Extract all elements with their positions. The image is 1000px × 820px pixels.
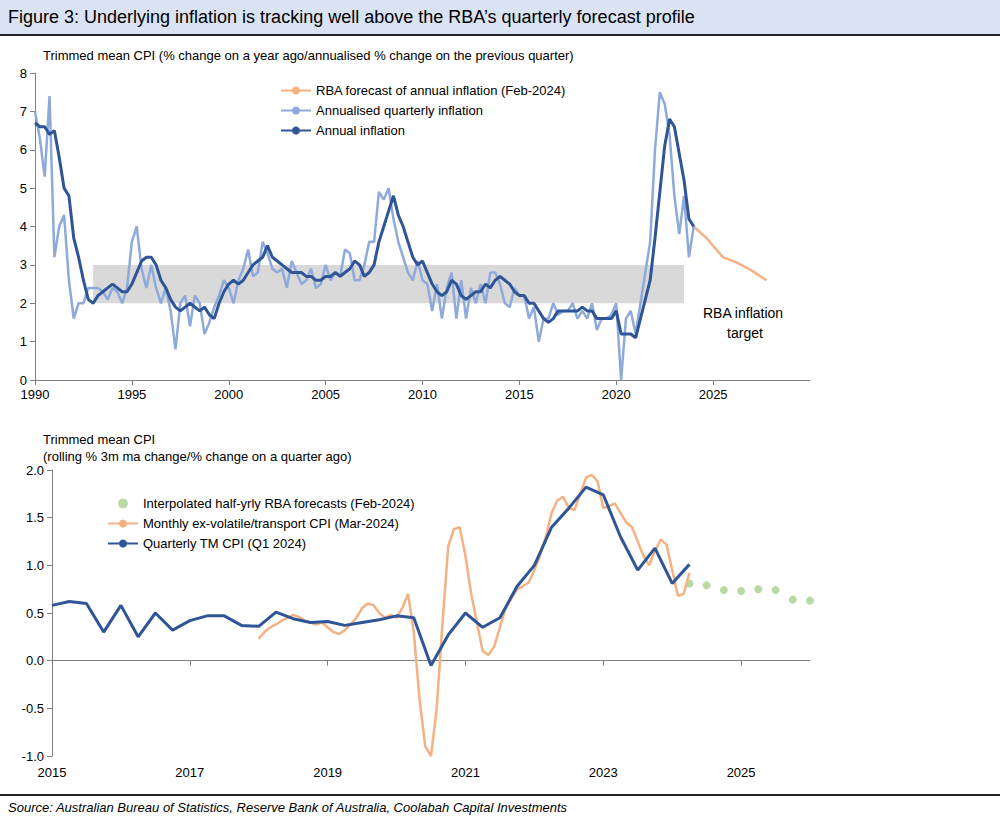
svg-text:RBA forecast of annual inflati: RBA forecast of annual inflation (Feb-20… <box>316 83 565 98</box>
svg-text:Quarterly TM CPI (Q1 2024): Quarterly TM CPI (Q1 2024) <box>143 536 306 551</box>
svg-text:2025: 2025 <box>699 387 728 402</box>
svg-text:5: 5 <box>20 181 27 196</box>
svg-text:1995: 1995 <box>117 387 146 402</box>
svg-text:2025: 2025 <box>727 765 756 780</box>
svg-text:2020: 2020 <box>602 387 631 402</box>
svg-text:6: 6 <box>20 142 27 157</box>
svg-text:Trimmed mean CPI (% change on: Trimmed mean CPI (% change on a year ago… <box>43 48 574 63</box>
svg-text:Annual inflation: Annual inflation <box>316 123 405 138</box>
svg-text:2000: 2000 <box>214 387 243 402</box>
svg-text:RBA inflation: RBA inflation <box>703 305 787 321</box>
svg-text:Interpolated half-yrly RBA for: Interpolated half-yrly RBA forecasts (Fe… <box>143 496 415 511</box>
svg-text:0.5: 0.5 <box>26 606 44 621</box>
svg-text:1: 1 <box>20 334 27 349</box>
svg-text:8: 8 <box>20 66 27 81</box>
svg-text:1.0: 1.0 <box>26 558 44 573</box>
html-text:Source: Australian Bureau of S: Source: Australian Bureau of Statistics,… <box>8 800 567 815</box>
svg-text:1990: 1990 <box>21 387 50 402</box>
svg-text:0: 0 <box>20 373 27 388</box>
svg-text:target: target <box>727 325 763 341</box>
svg-text:(rolling % 3m ma change/% chan: (rolling % 3m ma change/% change on a qu… <box>43 449 352 464</box>
svg-text:0.0: 0.0 <box>26 653 44 668</box>
svg-text:2010: 2010 <box>408 387 437 402</box>
svg-text:4: 4 <box>20 219 27 234</box>
svg-text:7: 7 <box>20 104 27 119</box>
html-text:Figure 3: Underlying inflation: Figure 3: Underlying inflation is tracki… <box>8 7 695 27</box>
svg-text:2: 2 <box>20 296 27 311</box>
svg-text:2021: 2021 <box>451 765 480 780</box>
svg-text:2.0: 2.0 <box>26 463 44 478</box>
svg-text:2015: 2015 <box>38 765 67 780</box>
svg-text:1.5: 1.5 <box>26 510 44 525</box>
svg-text:2019: 2019 <box>313 765 342 780</box>
svg-text:3: 3 <box>20 257 27 272</box>
svg-text:-1.0: -1.0 <box>22 749 44 764</box>
svg-text:2015: 2015 <box>505 387 534 402</box>
svg-text:2023: 2023 <box>589 765 618 780</box>
svg-text:-0.5: -0.5 <box>22 701 44 716</box>
svg-text:Trimmed mean CPI: Trimmed mean CPI <box>43 432 155 447</box>
svg-text:Monthly ex-volatile/transport: Monthly ex-volatile/transport CPI (Mar-2… <box>143 516 399 531</box>
svg-text:Annualised quarterly inflation: Annualised quarterly inflation <box>316 103 483 118</box>
svg-text:2005: 2005 <box>311 387 340 402</box>
svg-text:2017: 2017 <box>175 765 204 780</box>
